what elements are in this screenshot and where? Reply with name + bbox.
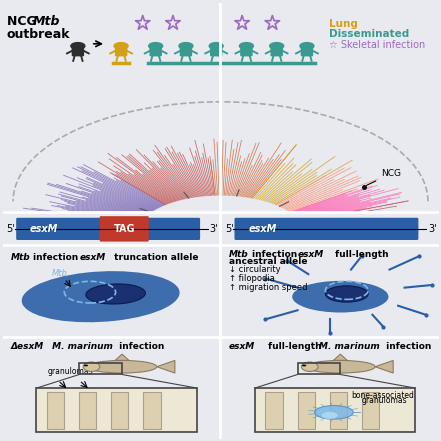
Bar [298,363,340,374]
Text: esxM: esxM [79,253,105,262]
Circle shape [209,43,223,49]
Point [139,19,146,26]
Ellipse shape [83,362,100,371]
Polygon shape [157,360,175,373]
Circle shape [302,365,306,366]
FancyBboxPatch shape [180,48,191,56]
Text: Mtb: Mtb [11,253,30,262]
Text: Mtb: Mtb [33,15,60,28]
Text: 3': 3' [210,224,218,234]
Text: Lung: Lung [329,19,357,29]
Bar [298,392,315,429]
Text: truncation allele: truncation allele [111,253,199,262]
FancyBboxPatch shape [241,48,252,56]
Polygon shape [115,354,129,360]
Bar [79,363,122,374]
Text: esxM: esxM [30,224,59,234]
Text: 5': 5' [7,224,15,234]
FancyBboxPatch shape [211,48,222,56]
Point [169,19,176,26]
Text: granulomas: granulomas [362,396,407,404]
Bar [79,392,97,429]
Ellipse shape [86,284,146,304]
Bar [37,388,197,432]
Ellipse shape [325,286,368,302]
Circle shape [84,365,88,366]
FancyBboxPatch shape [16,218,200,240]
Text: esxM: esxM [229,343,255,351]
Circle shape [239,43,254,49]
FancyBboxPatch shape [235,218,419,240]
Text: full-length: full-length [332,250,389,259]
Text: 5': 5' [225,224,234,234]
Point [239,19,246,26]
FancyBboxPatch shape [301,48,313,56]
Text: Mtb: Mtb [229,250,249,259]
Text: granulomas: granulomas [47,367,93,377]
Text: bone-associated: bone-associated [351,391,414,400]
Polygon shape [333,354,348,360]
FancyBboxPatch shape [100,216,149,242]
Text: esxM: esxM [248,224,277,234]
Text: full-length: full-length [265,343,325,351]
Circle shape [149,43,163,49]
Ellipse shape [301,362,318,371]
Text: M. marinum: M. marinum [49,343,113,351]
Circle shape [270,43,284,49]
Text: ancestral allele: ancestral allele [229,257,308,266]
Text: 3': 3' [428,224,437,234]
Bar [143,392,161,429]
Text: ↑ migration speed: ↑ migration speed [229,283,308,292]
Text: NCG: NCG [366,169,401,185]
Bar [362,392,379,429]
Text: ΔesxM: ΔesxM [11,343,44,351]
Circle shape [300,43,314,49]
Ellipse shape [87,360,157,373]
Bar [255,388,415,432]
FancyBboxPatch shape [72,48,83,56]
Text: ↓ circularity: ↓ circularity [229,265,281,274]
Bar [111,392,128,429]
Text: ↑ filopodia: ↑ filopodia [229,274,275,283]
Text: infection -: infection - [33,253,89,262]
Ellipse shape [292,281,389,313]
Ellipse shape [22,271,179,322]
FancyBboxPatch shape [271,48,282,56]
FancyBboxPatch shape [150,48,161,56]
Circle shape [179,43,193,49]
Text: NCG: NCG [7,15,41,28]
Text: infection -: infection - [251,250,307,259]
Text: esxM: esxM [298,250,324,259]
Bar [329,392,347,429]
Polygon shape [375,360,393,373]
Ellipse shape [321,411,338,419]
Text: infection: infection [383,343,431,351]
Point [269,19,276,26]
Bar [265,392,283,429]
Text: M. marinum: M. marinum [319,343,380,351]
Text: outbreak: outbreak [7,28,70,41]
Text: Mtb: Mtb [52,269,67,278]
Text: ☆ Skeletal infection: ☆ Skeletal infection [329,40,425,50]
Text: infection: infection [116,343,164,351]
Text: Disseminated: Disseminated [329,29,409,39]
Ellipse shape [306,360,375,373]
Bar [47,392,64,429]
Ellipse shape [315,406,353,419]
Circle shape [71,43,85,49]
FancyBboxPatch shape [116,48,127,56]
Circle shape [114,43,128,49]
Text: TAG: TAG [113,224,135,234]
